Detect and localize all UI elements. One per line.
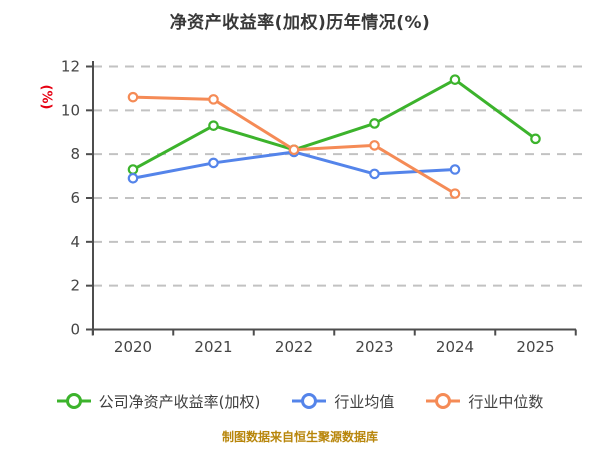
legend-label-industry-median: 行业中位数: [468, 392, 544, 411]
series-2-point-2020[interactable]: [127, 91, 139, 103]
y-tick-label-10: 10: [61, 101, 80, 119]
legend-item-industry-median[interactable]: 行业中位数: [426, 391, 543, 412]
series-0-point-2025[interactable]: [530, 133, 541, 145]
legend-item-company-roe[interactable]: 公司净资产收益率(加权): [56, 391, 261, 412]
company-roe-legend-marker-icon: [56, 393, 91, 409]
series-line-0: [131, 78, 537, 172]
x-tick-label-2025: 2025: [516, 338, 554, 356]
data-source-note: 制图数据来自恒生聚源数据库: [221, 430, 378, 444]
y-tick-label-2: 2: [70, 277, 80, 295]
x-tick-label-2020: 2020: [114, 338, 152, 356]
gridlines: [93, 65, 584, 287]
y-tick-label-0: 0: [70, 321, 80, 339]
axes: [86, 61, 577, 336]
series-1-point-2023[interactable]: [369, 168, 380, 180]
series-2-point-2021[interactable]: [208, 94, 219, 105]
y-tick-label-8: 8: [70, 145, 80, 163]
series-1-point-2021[interactable]: [208, 157, 219, 169]
x-tick-label-2021: 2021: [194, 338, 232, 356]
series-0-point-2020[interactable]: [127, 164, 139, 175]
legend-label-industry-mean: 行业均值: [334, 392, 395, 411]
x-tick-label-2023: 2023: [355, 338, 393, 356]
industry-median-legend-marker-icon: [426, 393, 461, 409]
industry-mean-legend-marker-icon: [292, 393, 327, 409]
chart-legend: 公司净资产收益率(加权) 行业均值 行业中位数: [0, 388, 600, 414]
x-tick-label-2024: 2024: [436, 338, 474, 356]
series-0-point-2021[interactable]: [208, 120, 219, 131]
series-2-point-2022[interactable]: [288, 144, 300, 156]
legend-item-industry-mean[interactable]: 行业均值: [292, 391, 394, 412]
series-0-point-2024[interactable]: [449, 74, 461, 85]
series-2-point-2024[interactable]: [449, 188, 461, 199]
y-tick-label-6: 6: [70, 189, 80, 207]
y-tick-label-4: 4: [70, 233, 80, 251]
series-lines: [127, 74, 541, 199]
chart-title: 净资产收益率(加权)历年情况(%): [169, 13, 431, 33]
axis-tick-labels: 0 2 4 6 8 10 12 2020 2021 2022 2023 2024 2025: [61, 58, 555, 357]
series-1-point-2020[interactable]: [127, 172, 139, 184]
series-1-point-2024[interactable]: [449, 164, 461, 175]
legend-label-company-roe: 公司净资产收益率(加权): [98, 392, 261, 411]
y-tick-label-12: 12: [61, 58, 80, 76]
series-0-point-2023[interactable]: [369, 118, 380, 129]
series-2-point-2023[interactable]: [369, 140, 380, 151]
x-tick-label-2022: 2022: [275, 338, 313, 356]
